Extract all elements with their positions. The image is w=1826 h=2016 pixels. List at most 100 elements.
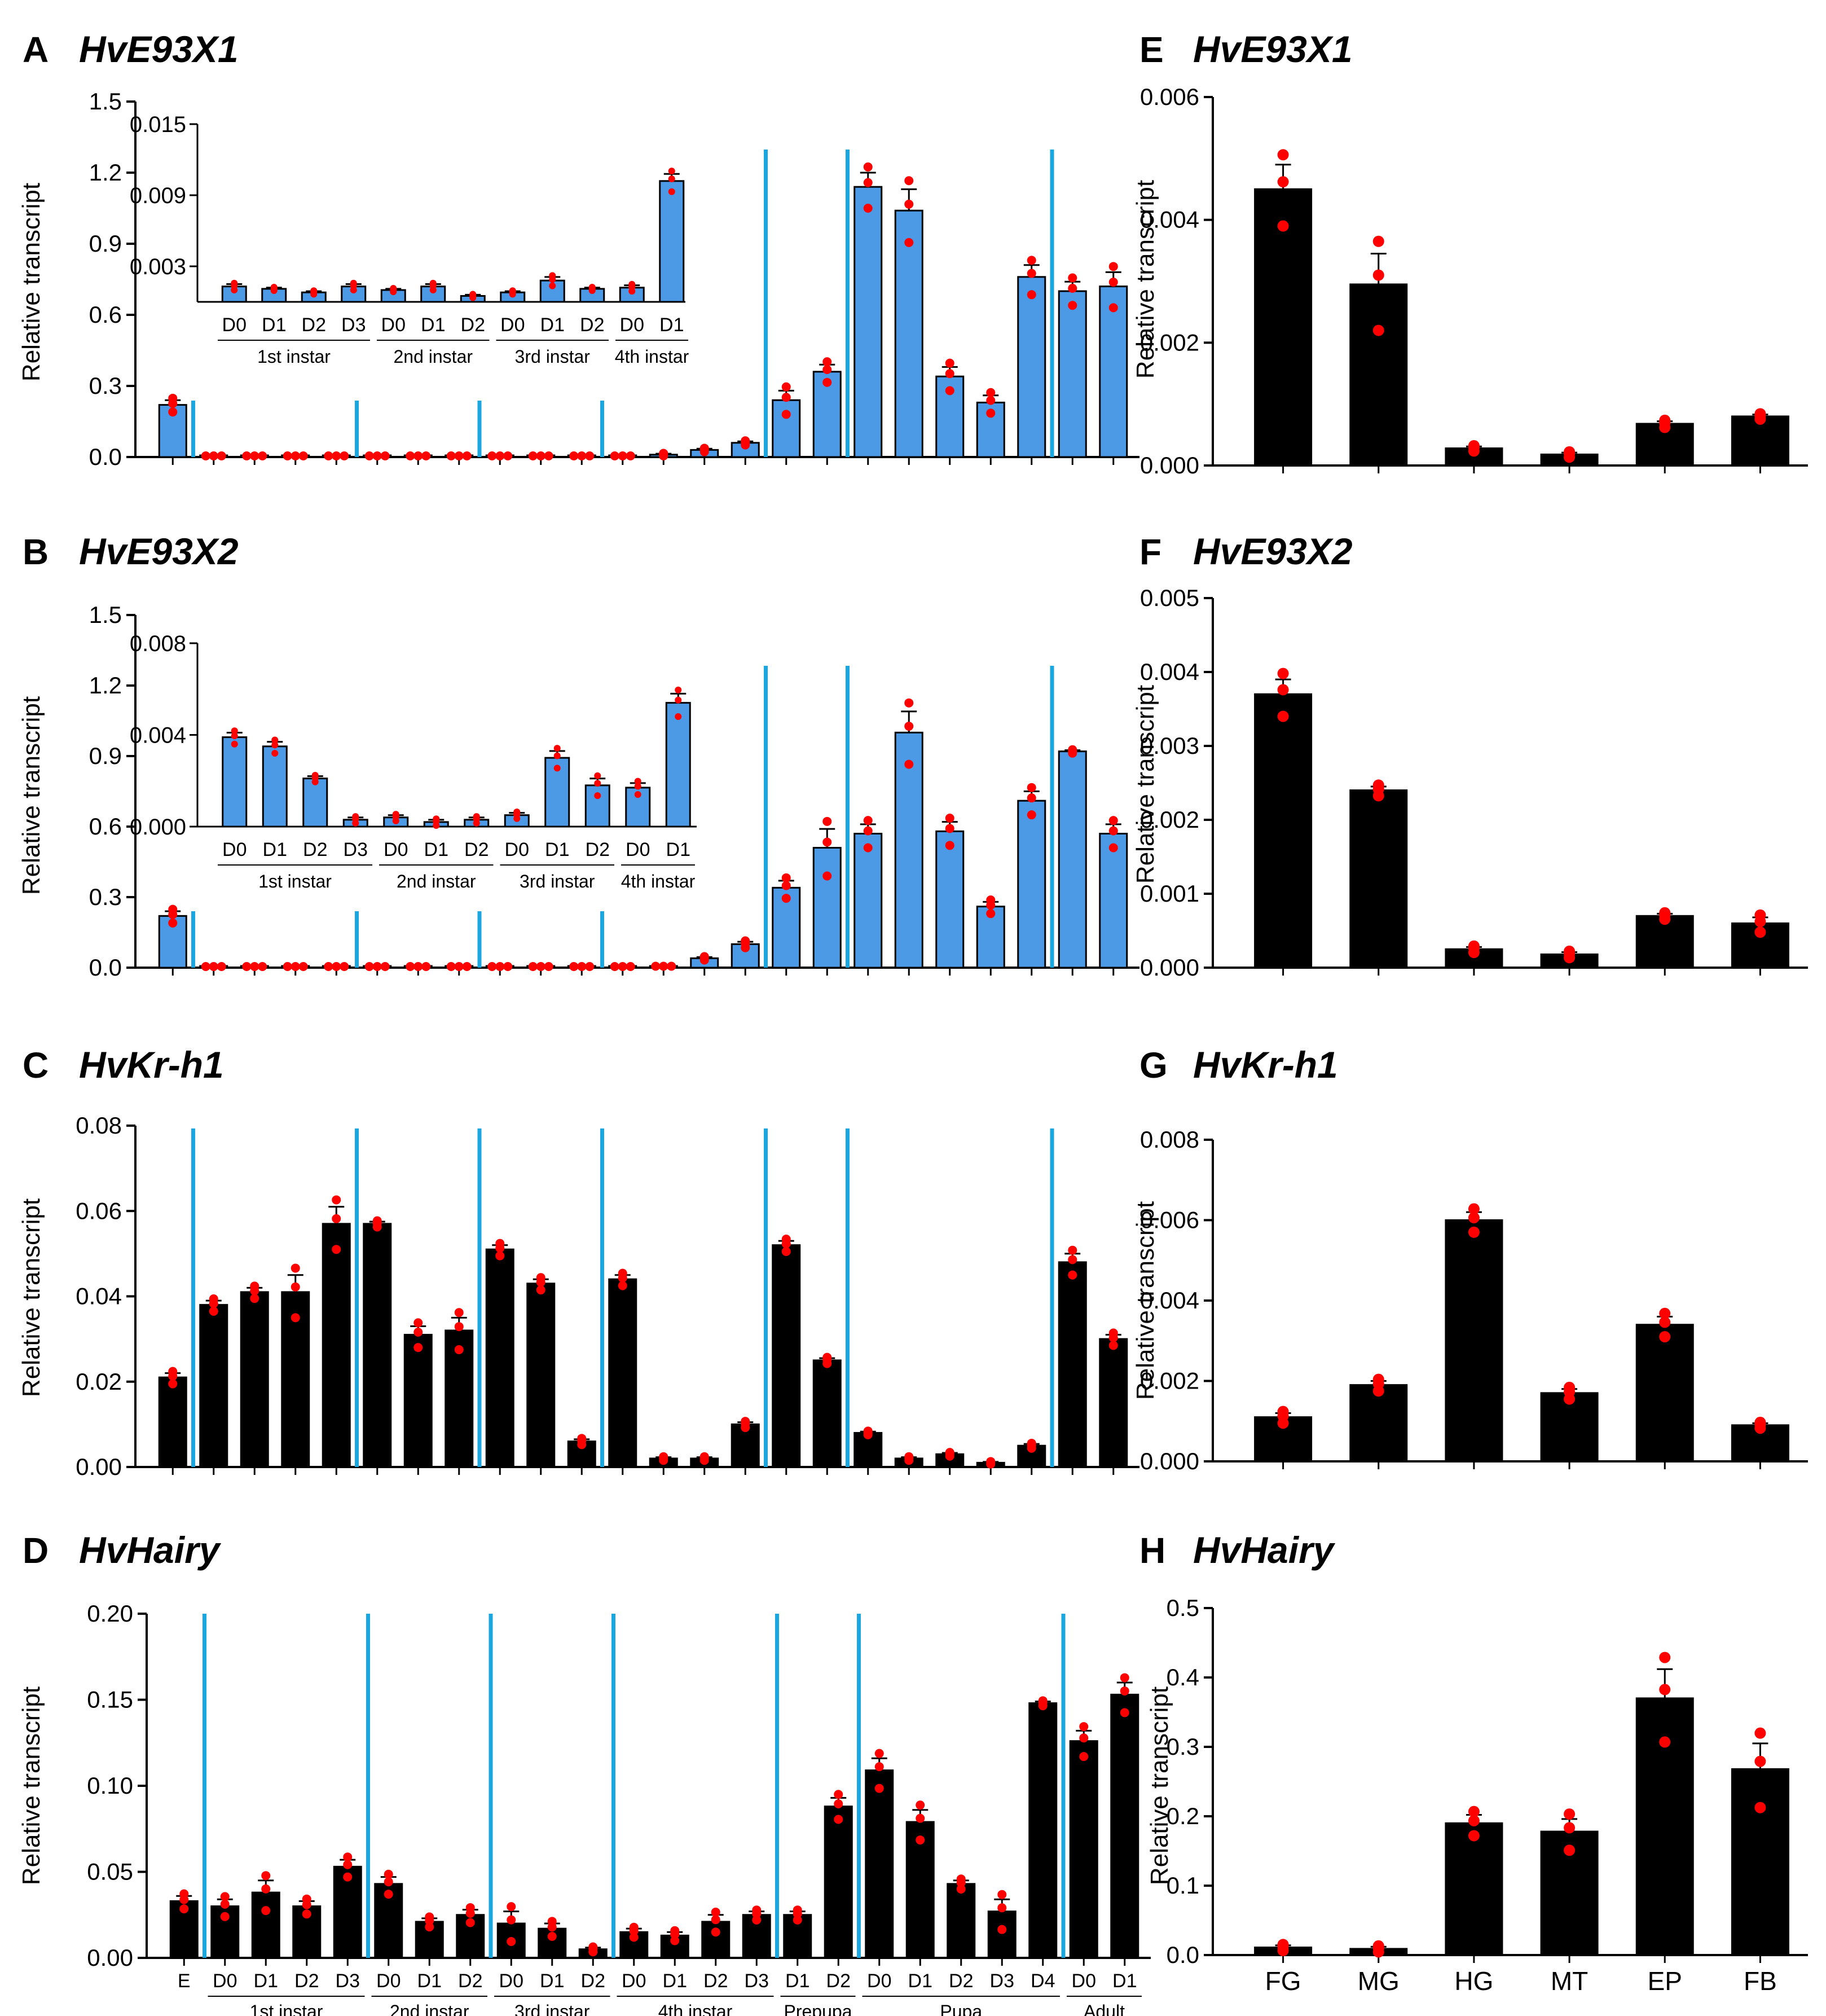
inset-group-label: 3rd instar bbox=[520, 871, 595, 891]
tissue-data-dot bbox=[1277, 1410, 1289, 1422]
stage-data-dot bbox=[291, 1313, 300, 1323]
stage-data-dot bbox=[904, 722, 914, 731]
inset-data-dot bbox=[553, 745, 561, 752]
stage-data-dot bbox=[332, 1245, 341, 1254]
y-tick-label: 0.00 bbox=[87, 1944, 133, 1971]
stage-bar bbox=[1058, 290, 1087, 458]
tissue-data-dot bbox=[1659, 417, 1671, 429]
stage-bar bbox=[905, 1821, 935, 1959]
inset-x-label: D3 bbox=[344, 839, 368, 860]
gene-title: HvE93X2 bbox=[1193, 530, 1353, 572]
stage-data-dot bbox=[834, 1815, 843, 1824]
stage-data-dot bbox=[261, 1906, 271, 1916]
stage-data-dot bbox=[220, 1912, 230, 1921]
inset-x-label: D0 bbox=[500, 314, 525, 336]
stage-bar bbox=[935, 830, 965, 969]
tissue-bar bbox=[1445, 1822, 1503, 1956]
stage-data-dot bbox=[904, 176, 914, 186]
stage-data-dot bbox=[168, 407, 178, 417]
stage-data-dot bbox=[651, 961, 661, 971]
x-day-label: D2 bbox=[294, 1970, 319, 1992]
stage-data-dot bbox=[302, 1909, 311, 1919]
stage-data-dot bbox=[454, 1322, 464, 1332]
stage-data-dot bbox=[1027, 1440, 1036, 1450]
inset-data-dot bbox=[473, 815, 480, 823]
tissue-data-dot bbox=[1754, 1802, 1766, 1813]
stage-data-dot bbox=[569, 962, 579, 971]
tissue-data-dot bbox=[1754, 916, 1766, 928]
tissue-data-dot bbox=[1564, 1844, 1576, 1856]
y-tick-label: 0.006 bbox=[1140, 84, 1199, 110]
stage-data-dot bbox=[945, 1449, 954, 1459]
stage-data-dot bbox=[302, 1900, 311, 1909]
inset-group-label: 3rd instar bbox=[515, 346, 591, 367]
stage-bar bbox=[1099, 286, 1128, 458]
x-day-label: D2 bbox=[949, 1970, 973, 1992]
stage-bar bbox=[608, 1278, 637, 1468]
tissue-data-dot bbox=[1754, 1418, 1766, 1430]
x-day-label: D1 bbox=[417, 1970, 442, 1992]
stage-data-dot bbox=[781, 382, 791, 392]
tissue-data-dot bbox=[1468, 1830, 1480, 1842]
y-tick-label: 0.5 bbox=[1167, 1595, 1199, 1621]
stage-bar bbox=[199, 1304, 228, 1468]
stage-data-dot bbox=[1027, 793, 1036, 803]
inset-x-label: D0 bbox=[505, 839, 529, 860]
stage-data-dot bbox=[250, 1294, 259, 1303]
x-group-label: 4th instar bbox=[658, 2001, 733, 2016]
inset-y-tick-label: 0.000 bbox=[130, 815, 186, 840]
stage-data-dot bbox=[343, 1860, 353, 1869]
stage-data-dot bbox=[340, 451, 349, 460]
y-tick-label: 0.0 bbox=[89, 954, 122, 981]
tissue-data-dot bbox=[1277, 1941, 1289, 1953]
stage-data-dot bbox=[699, 953, 709, 963]
gene-title: HvE93X1 bbox=[79, 28, 239, 70]
stage-bar bbox=[853, 186, 883, 458]
stage-data-dot bbox=[659, 1453, 668, 1463]
stage-data-dot bbox=[670, 1936, 680, 1945]
stage-data-dot bbox=[1108, 1333, 1118, 1342]
stage-data-dot bbox=[1068, 746, 1077, 756]
stage-data-dot bbox=[465, 1918, 475, 1927]
stage-data-dot bbox=[945, 358, 954, 368]
stage-data-dot bbox=[425, 1922, 434, 1932]
tissue-data-dot bbox=[1564, 1386, 1576, 1398]
stage-bar bbox=[1017, 276, 1046, 458]
y-tick-label: 0.006 bbox=[1140, 1207, 1199, 1233]
stage-data-dot bbox=[258, 962, 267, 971]
y-tick-label: 0.9 bbox=[89, 743, 122, 769]
stage-data-dot bbox=[1027, 290, 1036, 300]
stage-data-dot bbox=[503, 962, 513, 971]
tissue-bar bbox=[1635, 1324, 1694, 1462]
stage-data-dot bbox=[1068, 301, 1077, 310]
stage-data-dot bbox=[380, 962, 390, 971]
stage-data-dot bbox=[752, 1909, 762, 1918]
stage-data-dot bbox=[863, 843, 873, 853]
stage-bar bbox=[701, 1921, 731, 1959]
stage-data-dot bbox=[822, 357, 832, 367]
stage-data-dot bbox=[406, 451, 415, 460]
inset-bar bbox=[262, 745, 288, 828]
stage-data-dot bbox=[465, 1909, 475, 1918]
stage-data-dot bbox=[536, 1285, 545, 1295]
stage-data-dot bbox=[1108, 1341, 1118, 1350]
stage-data-dot bbox=[528, 451, 538, 460]
stage-data-dot bbox=[997, 1903, 1007, 1913]
tissue-bar bbox=[1349, 789, 1408, 969]
stage-data-dot bbox=[781, 1247, 791, 1257]
inset-x-label: D0 bbox=[222, 839, 247, 860]
stage-data-dot bbox=[1108, 262, 1118, 271]
stage-bar bbox=[403, 1334, 433, 1468]
stage-bar bbox=[1069, 1740, 1098, 1959]
stage-data-dot bbox=[1027, 810, 1036, 820]
tissue-label: EP bbox=[1648, 1966, 1682, 1996]
stage-data-dot bbox=[446, 962, 456, 971]
inset-data-dot bbox=[675, 696, 682, 704]
stage-data-dot bbox=[670, 1930, 680, 1939]
stage-bar bbox=[772, 399, 801, 458]
y-tick-label: 0.02 bbox=[76, 1368, 122, 1395]
stage-data-dot bbox=[258, 451, 267, 460]
y-tick-label: 0.08 bbox=[76, 1112, 122, 1139]
stage-data-dot bbox=[364, 451, 374, 460]
y-tick-label: 0.0 bbox=[89, 443, 122, 470]
